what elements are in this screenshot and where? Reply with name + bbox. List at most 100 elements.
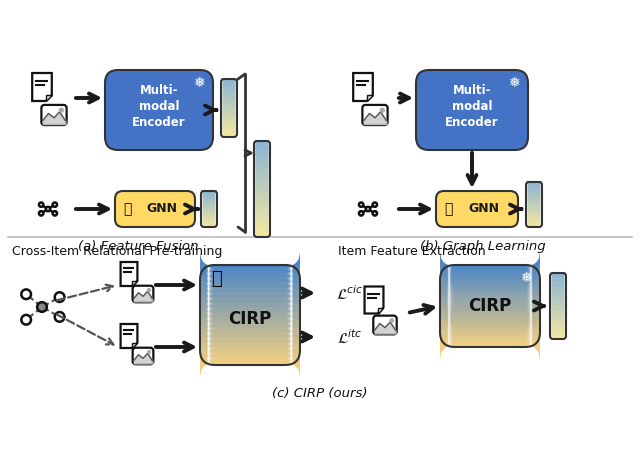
FancyBboxPatch shape: [200, 316, 300, 344]
FancyBboxPatch shape: [440, 313, 540, 342]
FancyBboxPatch shape: [526, 184, 542, 189]
FancyBboxPatch shape: [201, 193, 217, 198]
Circle shape: [21, 315, 31, 324]
FancyBboxPatch shape: [550, 336, 566, 341]
FancyBboxPatch shape: [550, 309, 566, 313]
FancyBboxPatch shape: [440, 310, 540, 339]
FancyBboxPatch shape: [200, 333, 300, 361]
FancyBboxPatch shape: [254, 216, 270, 220]
FancyBboxPatch shape: [221, 98, 237, 102]
FancyBboxPatch shape: [440, 288, 540, 316]
FancyBboxPatch shape: [550, 288, 566, 293]
FancyBboxPatch shape: [254, 184, 270, 188]
FancyBboxPatch shape: [254, 207, 270, 212]
FancyBboxPatch shape: [254, 224, 270, 228]
Circle shape: [389, 318, 394, 323]
FancyBboxPatch shape: [201, 223, 217, 228]
FancyBboxPatch shape: [200, 301, 300, 329]
FancyBboxPatch shape: [201, 196, 217, 201]
FancyBboxPatch shape: [221, 97, 237, 102]
FancyBboxPatch shape: [373, 316, 397, 334]
FancyBboxPatch shape: [254, 230, 270, 235]
FancyBboxPatch shape: [440, 289, 540, 317]
Polygon shape: [132, 343, 138, 348]
FancyBboxPatch shape: [200, 323, 300, 351]
FancyBboxPatch shape: [550, 303, 566, 308]
FancyBboxPatch shape: [254, 194, 270, 198]
FancyBboxPatch shape: [550, 318, 566, 323]
FancyBboxPatch shape: [254, 174, 270, 178]
FancyBboxPatch shape: [221, 86, 237, 90]
FancyBboxPatch shape: [254, 198, 270, 202]
FancyBboxPatch shape: [254, 221, 270, 225]
FancyBboxPatch shape: [550, 317, 566, 322]
FancyBboxPatch shape: [200, 293, 300, 321]
FancyBboxPatch shape: [526, 181, 542, 186]
FancyBboxPatch shape: [440, 293, 540, 321]
FancyBboxPatch shape: [440, 262, 540, 291]
FancyBboxPatch shape: [526, 193, 542, 198]
FancyBboxPatch shape: [221, 125, 237, 130]
Circle shape: [59, 107, 64, 113]
FancyBboxPatch shape: [200, 251, 300, 279]
FancyBboxPatch shape: [526, 214, 542, 219]
FancyBboxPatch shape: [221, 110, 237, 115]
FancyBboxPatch shape: [221, 120, 237, 124]
FancyBboxPatch shape: [254, 232, 270, 236]
FancyBboxPatch shape: [526, 212, 542, 217]
FancyBboxPatch shape: [254, 233, 270, 237]
FancyBboxPatch shape: [201, 204, 217, 209]
Circle shape: [52, 202, 57, 207]
FancyBboxPatch shape: [550, 287, 566, 292]
FancyBboxPatch shape: [526, 217, 542, 222]
FancyBboxPatch shape: [254, 197, 270, 201]
FancyBboxPatch shape: [254, 172, 270, 176]
FancyBboxPatch shape: [201, 213, 217, 218]
FancyBboxPatch shape: [221, 134, 237, 139]
FancyBboxPatch shape: [221, 132, 237, 136]
FancyBboxPatch shape: [254, 180, 270, 184]
FancyBboxPatch shape: [221, 106, 237, 111]
FancyBboxPatch shape: [550, 313, 566, 318]
FancyBboxPatch shape: [550, 274, 566, 279]
Text: ❅: ❅: [509, 76, 521, 90]
FancyBboxPatch shape: [201, 212, 217, 217]
FancyBboxPatch shape: [200, 253, 300, 281]
FancyBboxPatch shape: [526, 219, 542, 224]
FancyBboxPatch shape: [254, 175, 270, 179]
FancyBboxPatch shape: [526, 211, 542, 215]
FancyBboxPatch shape: [550, 316, 566, 321]
FancyBboxPatch shape: [526, 215, 542, 220]
FancyBboxPatch shape: [254, 188, 270, 192]
FancyBboxPatch shape: [550, 283, 566, 288]
FancyBboxPatch shape: [201, 214, 217, 219]
FancyBboxPatch shape: [526, 187, 542, 192]
FancyBboxPatch shape: [440, 286, 540, 314]
FancyBboxPatch shape: [201, 197, 217, 202]
FancyBboxPatch shape: [526, 188, 542, 193]
FancyBboxPatch shape: [201, 202, 217, 207]
FancyBboxPatch shape: [221, 116, 237, 121]
FancyBboxPatch shape: [200, 330, 300, 358]
FancyBboxPatch shape: [201, 195, 217, 200]
FancyBboxPatch shape: [550, 314, 566, 318]
FancyBboxPatch shape: [440, 312, 540, 340]
FancyBboxPatch shape: [254, 141, 270, 145]
FancyBboxPatch shape: [200, 305, 300, 333]
FancyBboxPatch shape: [550, 300, 566, 304]
Text: Cross-Item Relational Pre-training: Cross-Item Relational Pre-training: [12, 245, 222, 258]
FancyBboxPatch shape: [200, 343, 300, 371]
FancyBboxPatch shape: [254, 218, 270, 222]
FancyBboxPatch shape: [440, 296, 540, 324]
FancyBboxPatch shape: [254, 167, 270, 171]
FancyBboxPatch shape: [254, 213, 270, 218]
FancyBboxPatch shape: [105, 70, 213, 150]
FancyBboxPatch shape: [221, 84, 237, 89]
FancyBboxPatch shape: [201, 221, 217, 226]
FancyBboxPatch shape: [550, 298, 566, 303]
FancyBboxPatch shape: [550, 276, 566, 280]
FancyBboxPatch shape: [221, 95, 237, 100]
FancyBboxPatch shape: [526, 204, 542, 209]
FancyBboxPatch shape: [526, 194, 542, 198]
FancyBboxPatch shape: [440, 266, 540, 295]
